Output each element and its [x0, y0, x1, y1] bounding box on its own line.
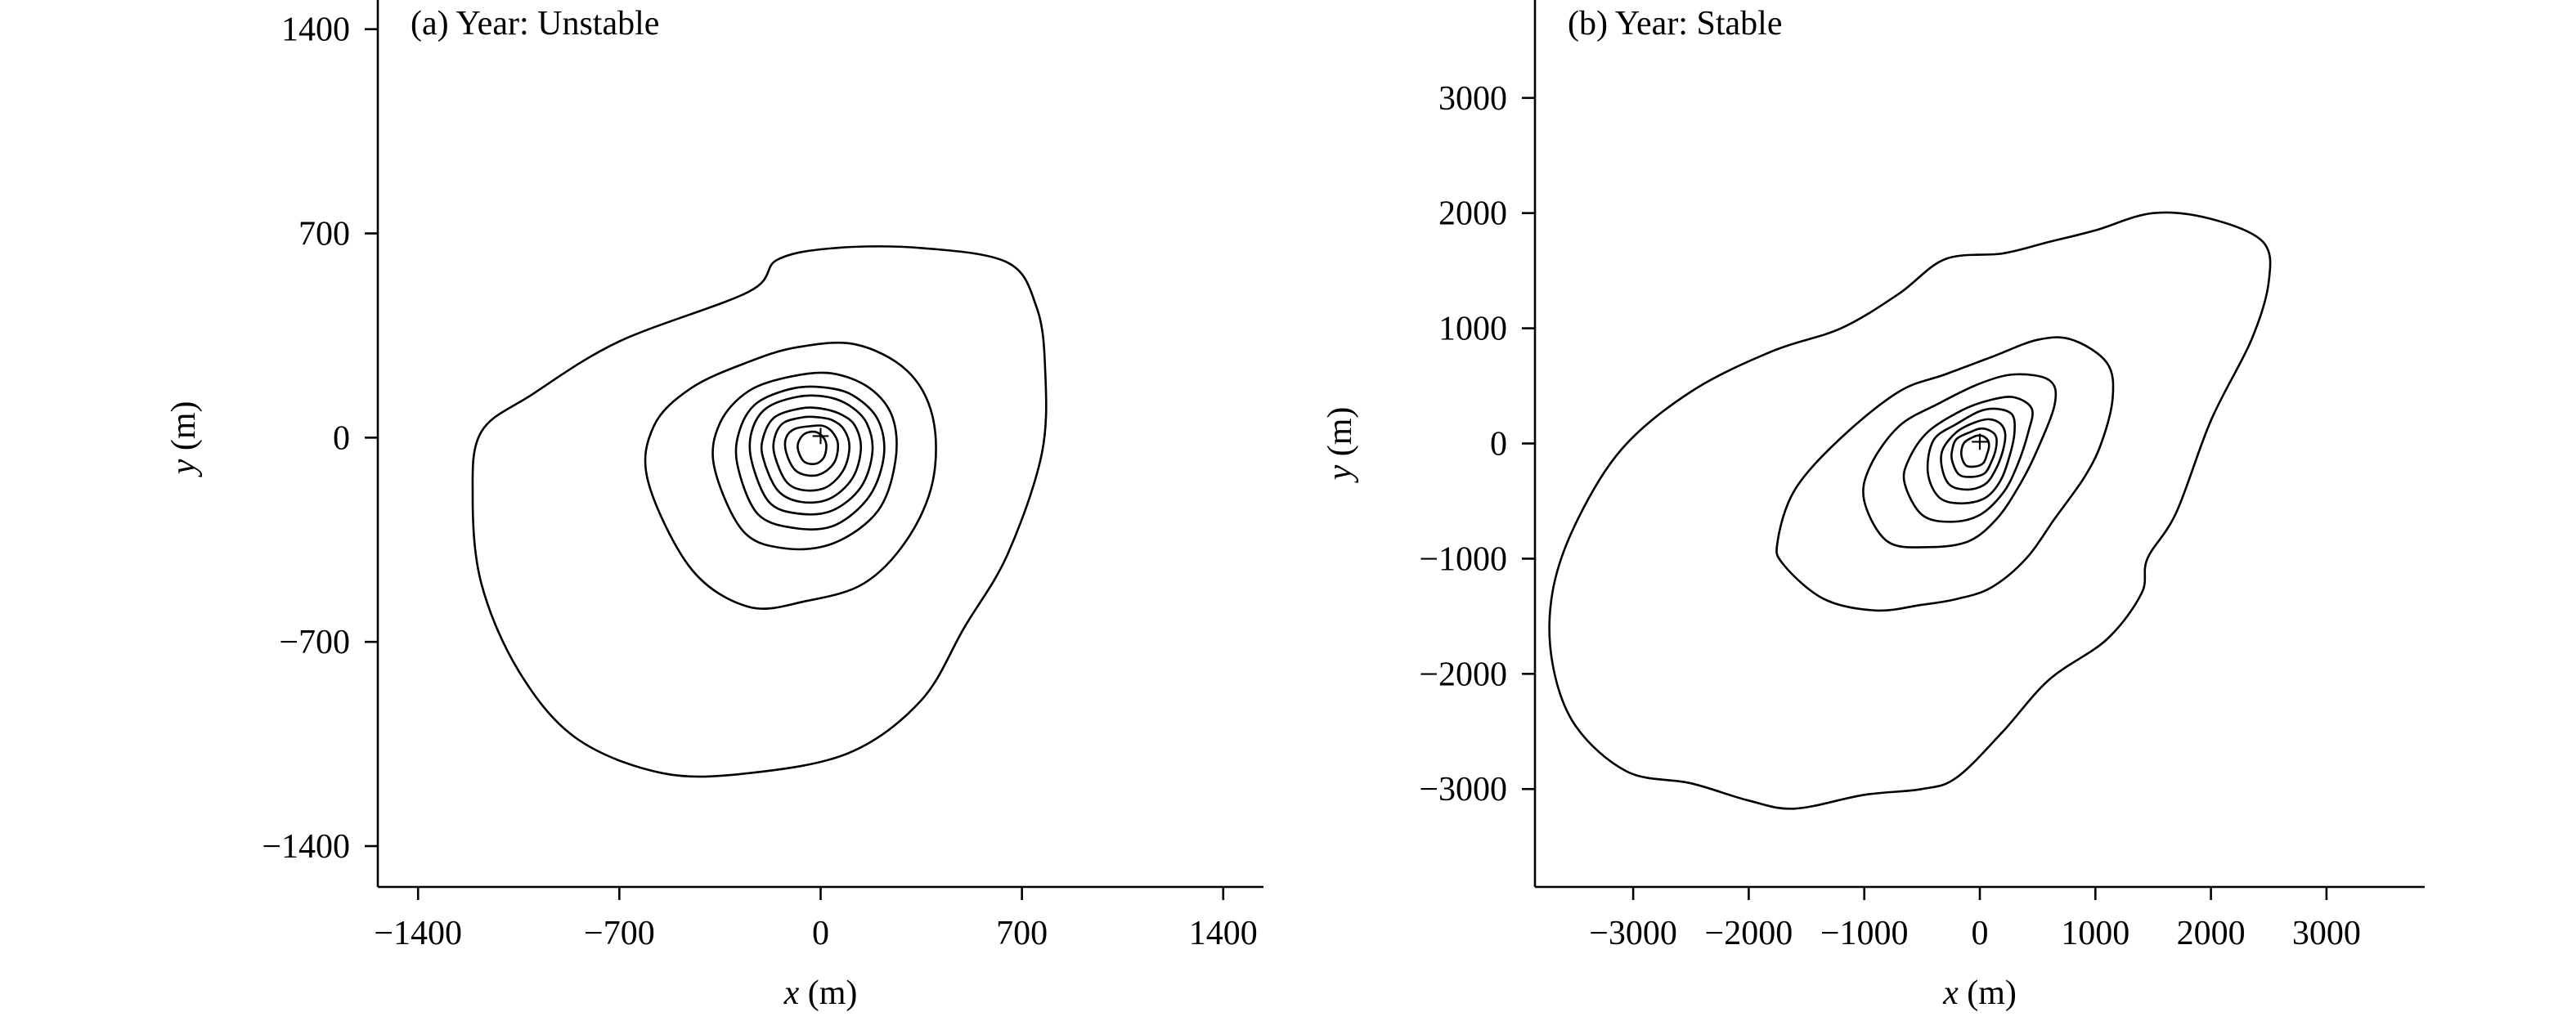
x-tick-label: 1000: [2061, 915, 2129, 952]
x-axis-unit: (m): [1959, 974, 2017, 1012]
source-marker: +: [1970, 424, 1990, 462]
x-axis-var: x: [783, 974, 800, 1012]
x-tick-label: −700: [584, 915, 655, 952]
x-tick-label: 0: [1972, 915, 1989, 952]
x-axis-unit: (m): [799, 974, 857, 1012]
y-axis-label: y (m): [1322, 407, 1359, 484]
y-tick-label: −3000: [1419, 771, 1507, 808]
contour-line-5: [748, 394, 874, 516]
x-tick-label: −2000: [1705, 915, 1793, 952]
contour-line-7: [772, 415, 850, 492]
y-tick-label: 2000: [1438, 195, 1507, 233]
x-tick-label: 1400: [1189, 915, 1258, 952]
x-tick-label: −1000: [1820, 915, 1909, 952]
contour-line-2: [644, 341, 937, 610]
contour-line-1: [1548, 211, 2272, 810]
source-marker: +: [811, 418, 831, 455]
contour-line-8: [783, 424, 840, 477]
contour-line-4: [1902, 396, 2034, 523]
x-axis-var: x: [1942, 974, 1959, 1012]
contour-line-6: [1940, 418, 2007, 491]
contour-line-1: [471, 245, 1048, 778]
y-tick-label: 1000: [1438, 311, 1507, 348]
x-tick-label: 3000: [2292, 915, 2361, 952]
x-tick-label: −1400: [374, 915, 462, 952]
y-tick-label: −700: [279, 624, 350, 661]
y-tick-label: 0: [333, 419, 350, 457]
y-tick-label: 1400: [281, 11, 350, 49]
contour-line-2: [1775, 336, 2115, 612]
contour-line-3: [1862, 373, 2058, 549]
contour-line-7: [1950, 427, 1998, 478]
y-axis-label: y (m): [165, 401, 203, 477]
y-axis-unit: (m): [165, 401, 203, 459]
y-tick-label: 3000: [1438, 80, 1507, 118]
contour-line-3: [711, 371, 898, 551]
y-axis-var: y: [165, 459, 203, 477]
panel-title: (a) Year: Unstable: [411, 5, 659, 43]
panel-a: −1400 −700 0 700 1400 −1400 −700 0 700 1400 (a) Ye…: [165, 0, 1263, 1012]
y-tick-label: 700: [298, 216, 350, 253]
x-axis-label: x (m): [1942, 974, 2017, 1012]
y-axis-unit: (m): [1322, 407, 1359, 465]
x-tick-label: −3000: [1589, 915, 1677, 952]
x-tick-label: 700: [996, 915, 1048, 952]
contour-line-4: [734, 385, 886, 531]
panel-title: (b) Year: Stable: [1568, 5, 1782, 43]
panel-b: −3000 −2000 −1000 0 1000 2000 3000 −3000 −2000 −1…: [1322, 0, 2425, 1012]
contour-line-8: [1959, 434, 1990, 468]
contour-line-9: [797, 430, 828, 465]
x-axis-label: x (m): [783, 974, 858, 1012]
y-tick-label: −1400: [262, 828, 350, 866]
y-tick-label: 0: [1490, 426, 1507, 464]
contour-line-6: [760, 406, 863, 504]
x-tick-label: 2000: [2177, 915, 2246, 952]
x-tick-label: 0: [812, 915, 829, 952]
y-tick-label: −2000: [1419, 656, 1507, 693]
contour-line-5: [1926, 407, 2016, 505]
y-tick-label: −1000: [1419, 540, 1507, 578]
y-axis-var: y: [1322, 464, 1359, 483]
